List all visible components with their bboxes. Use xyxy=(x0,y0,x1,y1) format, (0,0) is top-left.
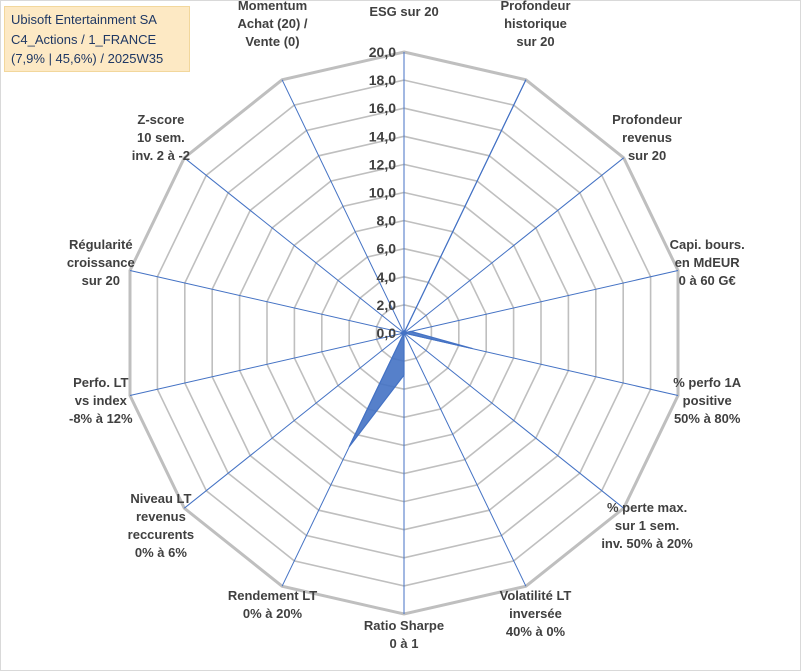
tick-label: 20,0 xyxy=(369,44,396,60)
axis-label: Niveau LT revenus reccurents 0% à 6% xyxy=(128,491,194,560)
axis-label-line: sur 20 xyxy=(82,273,120,288)
axis-label-line: inv. 50% à 20% xyxy=(601,536,693,551)
axis-label-line: sur 1 sem. xyxy=(615,518,679,533)
axis-label: Ratio Sharpe 0 à 1 xyxy=(364,618,444,651)
series-area xyxy=(348,79,527,448)
title-stats: (7,9% | 45,6%) / 2025W35 xyxy=(11,51,164,66)
axis-label-line: en MdEUR xyxy=(675,255,741,270)
axis-label-line: Profondeur xyxy=(500,0,570,13)
axis-label-line: reccurents xyxy=(128,527,194,542)
axis-label-line: revenus xyxy=(622,130,672,145)
axis-label: % perte max. sur 1 sem. inv. 50% à 20% xyxy=(601,500,693,551)
axis-label: Perfo. LT vs index -8% à 12% xyxy=(69,375,133,426)
title-company: Ubisoft Entertainment SA xyxy=(11,12,157,27)
axis-label-line: inv. 2 à -2 xyxy=(132,148,190,163)
axis-label-line: 0 à 1 xyxy=(390,636,419,651)
spoke-line xyxy=(403,332,527,587)
chart-title-box: Ubisoft Entertainment SA C4_Actions / 1_… xyxy=(4,6,190,72)
axis-label-line: sur 20 xyxy=(516,34,554,49)
spoke-line xyxy=(183,157,405,334)
tick-label: 18,0 xyxy=(369,72,396,88)
tick-label: 16,0 xyxy=(369,100,396,116)
spoke-line xyxy=(403,332,625,509)
spoke-line xyxy=(129,332,405,396)
axis-label-line: revenus xyxy=(136,509,186,524)
axis-label: Profondeur historique sur 20 xyxy=(500,0,570,49)
axis-label-line: vs index xyxy=(75,393,128,408)
axis-label-line: Momentum xyxy=(238,0,307,13)
spoke-line xyxy=(183,332,405,509)
axis-label-line: -8% à 12% xyxy=(69,411,133,426)
axis-label-line: 50% à 80% xyxy=(674,411,741,426)
tick-label: 12,0 xyxy=(369,156,396,172)
axis-label-line: Z-score xyxy=(137,112,184,127)
axis-label: Profondeur revenus sur 20 xyxy=(612,112,682,163)
spoke-line xyxy=(129,270,405,334)
radar-axis-labels: Note ESG sur 20 Profondeur historique sur 20… xyxy=(67,0,745,651)
tick-label: 4,0 xyxy=(377,269,397,285)
axis-label-line: Rendement LT xyxy=(228,588,317,603)
axis-label-line: 0% à 20% xyxy=(243,606,303,621)
axis-label-line: Régularité xyxy=(69,237,133,252)
title-category: C4_Actions / 1_FRANCE xyxy=(11,31,157,47)
axis-label-line: Vente (0) xyxy=(245,34,299,49)
axis-label-line: 10 sem. xyxy=(137,130,185,145)
axis-label-line: Niveau LT xyxy=(130,491,191,506)
axis-label: Z-score 10 sem. inv. 2 à -2 xyxy=(132,112,190,163)
axis-label: Régularité croissance sur 20 xyxy=(67,237,135,288)
spoke-line xyxy=(403,270,679,334)
axis-label-line: Capi. bours. xyxy=(670,237,745,252)
axis-label: Note ESG sur 20 xyxy=(369,0,438,19)
tick-label: 8,0 xyxy=(377,213,397,229)
axis-label: Momentum Achat (20) / Vente (0) xyxy=(237,0,307,49)
axis-label: % perfo 1A positive 50% à 80% xyxy=(673,375,742,426)
axis-label-line: croissance xyxy=(67,255,135,270)
axis-label-line: Note xyxy=(390,0,419,1)
axis-label-line: % perte max. xyxy=(607,500,687,515)
axis-label-line: positive xyxy=(683,393,732,408)
axis-label-line: sur 20 xyxy=(628,148,666,163)
tick-label: 10,0 xyxy=(369,185,396,201)
axis-label-line: Profondeur xyxy=(612,112,682,127)
axis-label-line: 40% à 0% xyxy=(506,624,566,639)
axis-label-line: Ratio Sharpe xyxy=(364,618,444,633)
spoke-line xyxy=(281,79,405,334)
axis-label-line: 0 à 60 G€ xyxy=(679,273,736,288)
radar-tick-labels: 0,0 2,0 4,0 6,0 8,0 10,0 12,0 14,0 16,0 18,0 20,0 xyxy=(369,44,396,341)
axis-label-line: 0% à 6% xyxy=(135,545,187,560)
axis-label-line: ESG sur 20 xyxy=(369,4,438,19)
axis-label: Capi. bours. en MdEUR 0 à 60 G€ xyxy=(670,237,745,288)
radar-series xyxy=(348,79,527,448)
axis-label-line: Volatilité LT xyxy=(500,588,572,603)
axis-label-line: historique xyxy=(504,16,567,31)
axis-label-line: % perfo 1A xyxy=(673,375,742,390)
axis-label-line: inversée xyxy=(509,606,562,621)
axis-label-line: Perfo. LT xyxy=(73,375,128,390)
tick-label: 2,0 xyxy=(377,297,397,313)
spoke-line xyxy=(403,157,625,334)
tick-label: 0,0 xyxy=(377,325,397,341)
axis-label: Rendement LT 0% à 20% xyxy=(228,588,317,621)
axis-label: Volatilité LT inversée 40% à 0% xyxy=(500,588,572,639)
tick-label: 14,0 xyxy=(369,128,396,144)
tick-label: 6,0 xyxy=(377,241,397,257)
radar-spokes xyxy=(129,52,679,614)
axis-label-line: Achat (20) / xyxy=(237,16,307,31)
